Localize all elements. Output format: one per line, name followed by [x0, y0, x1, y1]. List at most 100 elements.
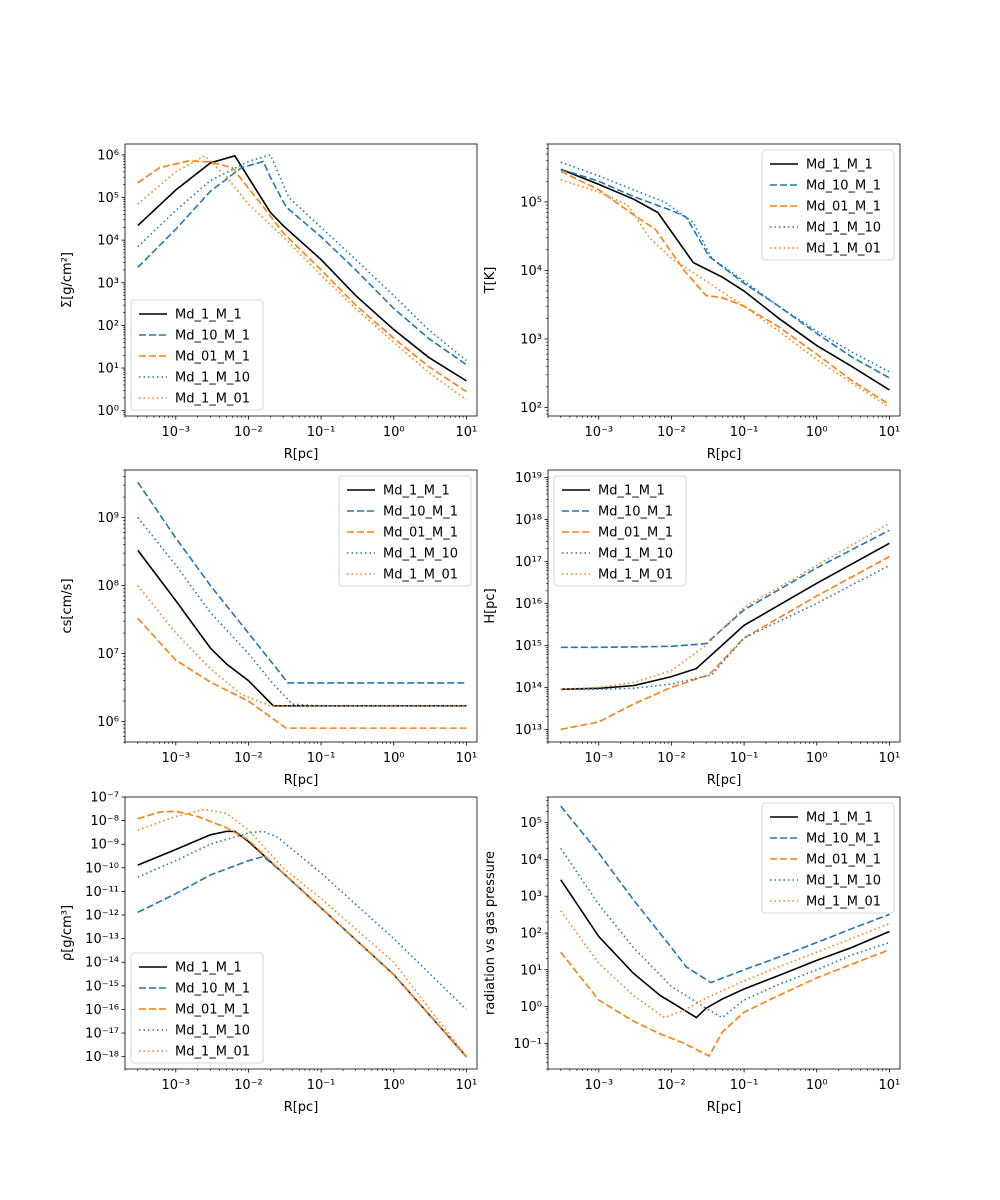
- legend-label: Md_01_M_1: [175, 1003, 250, 1018]
- series-line: [137, 617, 467, 729]
- x-tick-label: 10⁻³: [161, 751, 190, 766]
- x-axis-label: R[pc]: [284, 447, 319, 462]
- legend-label: Md_1_M_10: [598, 547, 673, 562]
- legend-label: Md_10_M_1: [175, 329, 250, 344]
- legend-box: [338, 475, 472, 587]
- legend-label: Md_1_M_10: [806, 221, 881, 236]
- x-axis-label: R[pc]: [707, 1100, 742, 1115]
- x-tick-label: 10⁻²: [657, 751, 686, 766]
- y-tick-label: 10⁻¹⁴: [85, 956, 119, 971]
- legend-label: Md_1_M_1: [806, 158, 873, 173]
- y-tick-label: 10⁶: [97, 148, 119, 163]
- series-line: [137, 153, 467, 362]
- y-tick-label: 10¹³: [515, 723, 542, 738]
- x-tick-label: 10⁰: [383, 1078, 405, 1093]
- legend-label: Md_1_M_1: [175, 961, 242, 976]
- y-tick-label: 10⁻¹⁶: [85, 1003, 119, 1018]
- legend-label: Md_1_M_01: [175, 1045, 250, 1060]
- axes-frame: [547, 469, 901, 743]
- axes-frame: [124, 796, 478, 1070]
- axes-frame: [124, 143, 478, 417]
- x-tick-label: 10⁻³: [584, 751, 613, 766]
- x-tick-label: 10¹: [879, 751, 901, 766]
- series-line: [137, 517, 467, 707]
- series-line: [137, 481, 467, 684]
- y-tick-label: 10⁻¹⁷: [85, 1027, 119, 1042]
- series-line: [560, 168, 890, 379]
- y-tick-label: 10⁷: [97, 647, 119, 662]
- legend-label: Md_10_M_1: [175, 982, 250, 997]
- y-tick-label: 10¹⁸: [515, 513, 542, 528]
- legend-label: Md_01_M_1: [806, 200, 881, 215]
- legend-label: Md_01_M_1: [383, 526, 458, 541]
- x-tick-label: 10¹: [879, 425, 901, 440]
- y-axis-label: H[pc]: [483, 588, 498, 623]
- x-tick-label: 10⁻³: [161, 1078, 190, 1093]
- series-line: [137, 830, 467, 1011]
- y-tick-label: 10⁻⁷: [90, 791, 119, 806]
- legend-label: Md_1_M_10: [175, 371, 250, 386]
- y-tick-label: 10⁰: [520, 1000, 542, 1015]
- series-line: [560, 542, 890, 691]
- chart-panel: 10⁻³ 10⁻² 10⁻¹ 10⁰ 10¹ 10⁻¹⁸ 10⁻¹⁷ 10⁻¹⁶ 10⁻¹⁵ 10…: [60, 791, 478, 1115]
- legend-label: Md_1_M_01: [598, 568, 673, 583]
- x-tick-label: 10⁻¹: [307, 751, 336, 766]
- x-tick-label: 10¹: [456, 425, 478, 440]
- series-line: [137, 808, 468, 1058]
- y-axis-label: cs[cm/s]: [60, 578, 75, 633]
- x-tick-label: 10⁰: [806, 1078, 828, 1093]
- y-tick-label: 10⁻¹²: [85, 909, 119, 924]
- x-tick-label: 10⁰: [383, 751, 405, 766]
- x-tick-label: 10⁻³: [584, 1078, 613, 1093]
- chart-panel: 10⁻³ 10⁻² 10⁻¹ 10⁰ 10¹ 10¹³ 10¹⁴ 10¹⁵ 10¹⁶ 10¹⁷ 10…: [483, 469, 901, 788]
- series-line: [137, 160, 467, 366]
- x-tick-label: 10⁻³: [161, 425, 190, 440]
- legend-box: [130, 299, 264, 411]
- series-line: [560, 555, 890, 731]
- legend-label: Md_1_M_10: [806, 874, 881, 889]
- legend-label: Md_1_M_01: [383, 568, 458, 583]
- legend-label: Md_1_M_10: [383, 547, 458, 562]
- legend-label: Md_10_M_1: [806, 832, 881, 847]
- x-tick-label: 10⁻²: [234, 425, 263, 440]
- series-line: [137, 160, 467, 393]
- y-tick-label: 10²: [520, 401, 542, 416]
- y-tick-label: 10⁸: [97, 579, 119, 594]
- x-tick-label: 10⁻²: [657, 1078, 686, 1093]
- series-line: [137, 585, 467, 707]
- series-line: [560, 805, 890, 984]
- y-tick-label: 10¹: [520, 963, 542, 978]
- legend-label: Md_1_M_01: [806, 895, 881, 910]
- series-line: [137, 810, 467, 1058]
- y-tick-label: 10²: [520, 927, 542, 942]
- series-line: [560, 847, 890, 1019]
- x-tick-label: 10⁰: [806, 751, 828, 766]
- chart-panel: 10⁻³ 10⁻² 10⁻¹ 10⁰ 10¹ 10² 10³ 10⁴ 10⁵ R[pc] T[K] M…: [483, 143, 901, 462]
- x-tick-label: 10⁻¹: [730, 1078, 759, 1093]
- legend-label: Md_1_M_10: [175, 1024, 250, 1039]
- y-tick-label: 10⁹: [97, 511, 119, 526]
- x-tick-label: 10⁻³: [584, 425, 613, 440]
- y-axis-label: radiation vs gas pressure: [483, 851, 498, 1015]
- legend-label: Md_01_M_1: [598, 526, 673, 541]
- x-axis-label: R[pc]: [284, 773, 319, 788]
- x-tick-label: 10⁻²: [234, 1078, 263, 1093]
- legend: Md_1_M_1 Md_10_M_1 Md_01_M_1 Md_1_M_10 Md_1_…: [130, 952, 264, 1064]
- legend: Md_1_M_1 Md_10_M_1 Md_01_M_1 Md_1_M_10 Md_1_…: [130, 299, 264, 411]
- y-tick-label: 10⁵: [520, 195, 542, 210]
- legend: Md_1_M_1 Md_10_M_1 Md_01_M_1 Md_1_M_10 Md_1_…: [761, 802, 895, 914]
- legend-box: [761, 149, 895, 261]
- y-tick-label: 10³: [520, 890, 542, 905]
- y-tick-label: 10¹⁴: [515, 681, 542, 696]
- legend-label: Md_1_M_1: [383, 484, 450, 499]
- y-tick-label: 10³: [520, 332, 542, 347]
- series-line: [560, 879, 890, 1019]
- legend-label: Md_10_M_1: [598, 505, 673, 520]
- y-tick-label: 10⁻¹³: [85, 932, 119, 947]
- legend-box: [553, 475, 687, 587]
- y-tick-label: 10⁻¹⁰: [85, 861, 119, 876]
- legend-box: [130, 952, 264, 1064]
- y-tick-label: 10⁻¹¹: [85, 885, 119, 900]
- x-tick-label: 10¹: [456, 751, 478, 766]
